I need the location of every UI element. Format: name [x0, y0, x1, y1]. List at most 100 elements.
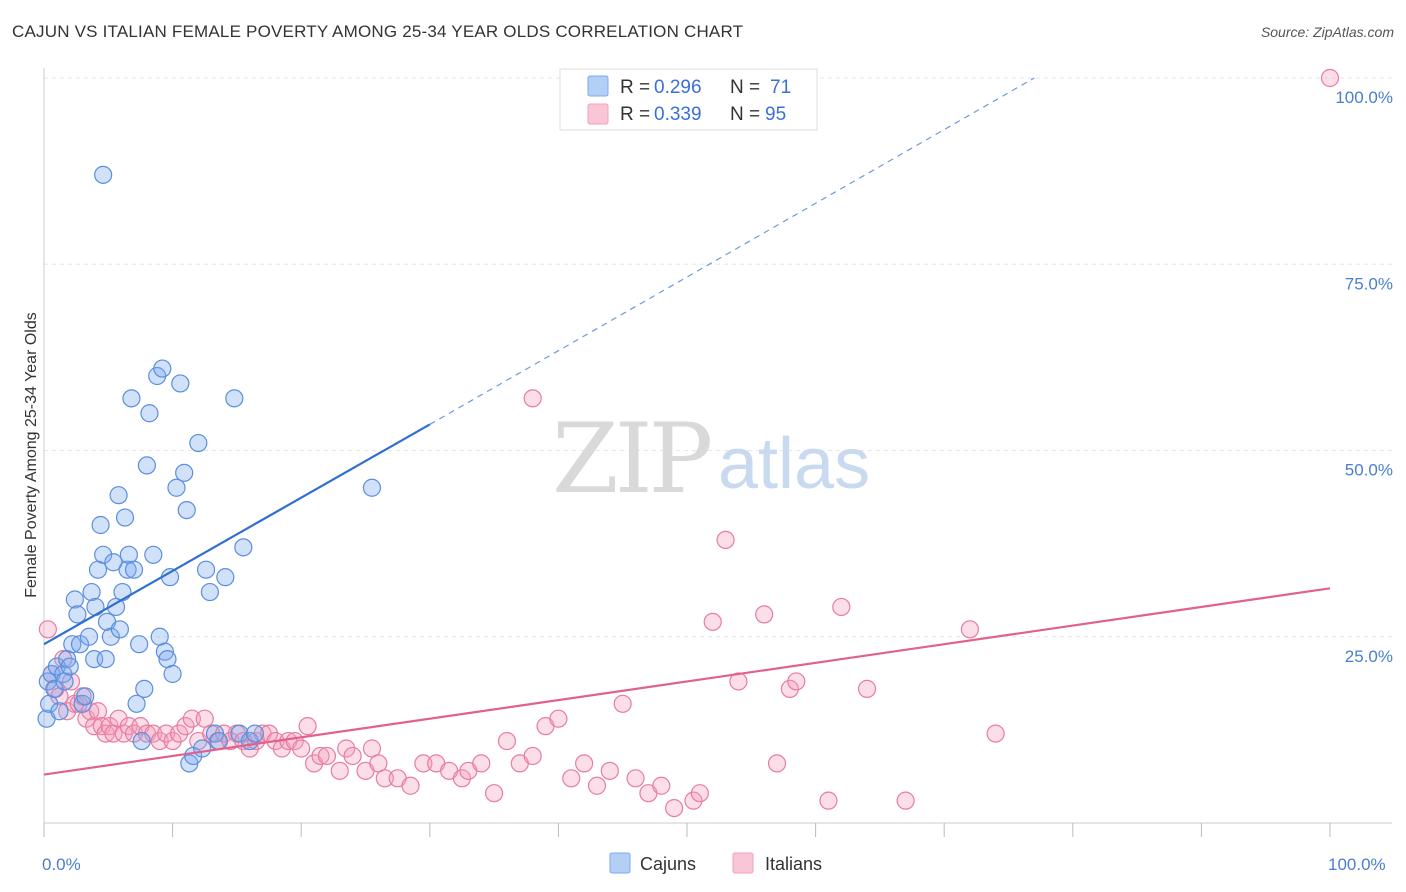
- italians-point-80: [652, 776, 671, 795]
- italians-point-73: [562, 769, 581, 788]
- cajuns-point-12: [65, 590, 84, 609]
- italians-point-0: [38, 620, 57, 639]
- italians-point-29: [176, 717, 195, 736]
- cajuns-point-30: [110, 620, 129, 639]
- legend-r-value-italians: 0.339: [654, 104, 702, 125]
- bottom-legend-swatch-italians: [732, 852, 754, 874]
- italians-point-87: [755, 605, 774, 624]
- cajuns-point-33: [118, 560, 137, 579]
- italians-point-89: [780, 679, 799, 699]
- x-tick-label-min: 0.0%: [42, 855, 81, 874]
- legend-swatch-cajuns: [587, 75, 609, 97]
- legend-n-label-cajuns: N =: [730, 77, 760, 98]
- italians-point-77: [613, 694, 632, 713]
- bottom-legend-label-cajuns: Cajuns: [640, 854, 696, 874]
- cajuns-point-36: [124, 560, 144, 579]
- cajuns-point-22: [91, 515, 110, 535]
- cajuns-point-27: [104, 553, 123, 572]
- italians-point-81: [665, 798, 684, 818]
- watermark-zip: ZIP: [552, 403, 711, 515]
- watermark-atlas: atlas: [718, 424, 870, 504]
- cajuns-point-65: [230, 724, 249, 743]
- italians-point-60: [401, 776, 420, 795]
- cajuns-point-41: [137, 456, 156, 475]
- legend-n-value-italians: 95: [765, 104, 786, 125]
- legend-n-label-italians: N =: [730, 104, 760, 125]
- italians-point-95: [986, 724, 1005, 743]
- italians-point-50: [311, 746, 330, 766]
- italians-trend-line: [43, 587, 1331, 776]
- bottom-legend: Cajuns Italians: [609, 852, 822, 874]
- italians-point-27: [163, 731, 182, 751]
- italians-point-72: [549, 709, 568, 728]
- italians-point-68: [497, 731, 517, 751]
- cajuns-point-63: [216, 568, 235, 587]
- italians-point-25: [150, 731, 169, 751]
- cajuns-point-54: [177, 501, 196, 520]
- italians-point-96: [523, 389, 542, 408]
- cajuns-point-11: [63, 635, 82, 654]
- italians-point-76: [600, 761, 619, 780]
- italians-point-91: [819, 791, 838, 810]
- cajuns-point-16: [76, 687, 95, 706]
- italians-point-54: [343, 746, 362, 766]
- cajuns-point-13: [68, 605, 87, 624]
- cajuns-point-35: [122, 389, 141, 408]
- italians-point-33: [202, 724, 221, 743]
- italians-point-7: [65, 694, 84, 713]
- chart-title: CAJUN VS ITALIAN FEMALE POVERTY AMONG 25…: [12, 22, 744, 41]
- legend-r-label-italians: R =: [620, 104, 650, 125]
- italians-point-6: [61, 672, 81, 691]
- cajuns-point-24: [96, 649, 115, 669]
- cajuns-point-29: [109, 486, 128, 505]
- legend-r-value-cajuns: 0.296: [654, 77, 702, 98]
- italians-point-47: [292, 739, 311, 758]
- italians-point-53: [337, 739, 356, 758]
- cajuns-point-18: [82, 582, 101, 602]
- italians-point-70: [523, 746, 542, 766]
- trend-lines: [43, 77, 1331, 776]
- italians-point-4: [54, 649, 73, 669]
- italians-point-94: [960, 620, 980, 639]
- y-axis-label: Female Poverty Among 25-34 Year Olds: [23, 312, 40, 598]
- italians-point-64: [452, 769, 472, 788]
- cajuns-point-62: [209, 731, 228, 751]
- italians-point-52: [330, 761, 349, 780]
- italians-point-82: [684, 791, 703, 810]
- italians-point-28: [169, 724, 189, 743]
- cajuns-point-43: [144, 545, 163, 564]
- y-tick-labels: 25.0% 50.0% 75.0% 100.0%: [1335, 88, 1393, 666]
- cajuns-point-37: [127, 694, 146, 713]
- cajuns-point-40: [135, 679, 154, 699]
- italians-point-83: [690, 784, 709, 803]
- cajuns-point-6: [50, 702, 69, 721]
- italians-point-51: [317, 746, 337, 766]
- cajuns-point-47: [155, 642, 174, 661]
- italians-point-58: [375, 769, 394, 788]
- italians-point-90: [787, 672, 806, 691]
- bottom-legend-label-italians: Italians: [765, 854, 822, 874]
- italians-point-67: [485, 784, 504, 803]
- cajuns-point-64: [225, 389, 244, 408]
- italians-point-92: [857, 679, 877, 699]
- italians-point-74: [575, 754, 594, 773]
- cajuns-point-51: [167, 478, 186, 497]
- y-tick-label-100: 100.0%: [1335, 88, 1393, 107]
- cajuns-point-53: [175, 463, 194, 482]
- italians-point-84: [703, 612, 722, 631]
- italians-point-30: [182, 709, 201, 728]
- y-tick-label-25: 25.0%: [1345, 647, 1393, 666]
- cajuns-point-52: [171, 374, 190, 393]
- x-tick-label-max: 100.0%: [1328, 855, 1386, 874]
- legend-box: R = 0.296 N = 71 R = 0.339 N = 95: [559, 68, 818, 131]
- cajuns-point-17: [79, 627, 99, 646]
- cajuns-point-5: [47, 657, 66, 676]
- legend-n-value-cajuns: 71: [770, 77, 791, 98]
- italians-point-98: [832, 597, 851, 617]
- cajuns-point-39: [132, 731, 151, 751]
- cajuns-point-20: [86, 597, 105, 617]
- cajuns-point-7: [54, 664, 73, 684]
- cajuns-point-4: [45, 679, 64, 699]
- y-tick-label-75: 75.0%: [1345, 274, 1393, 293]
